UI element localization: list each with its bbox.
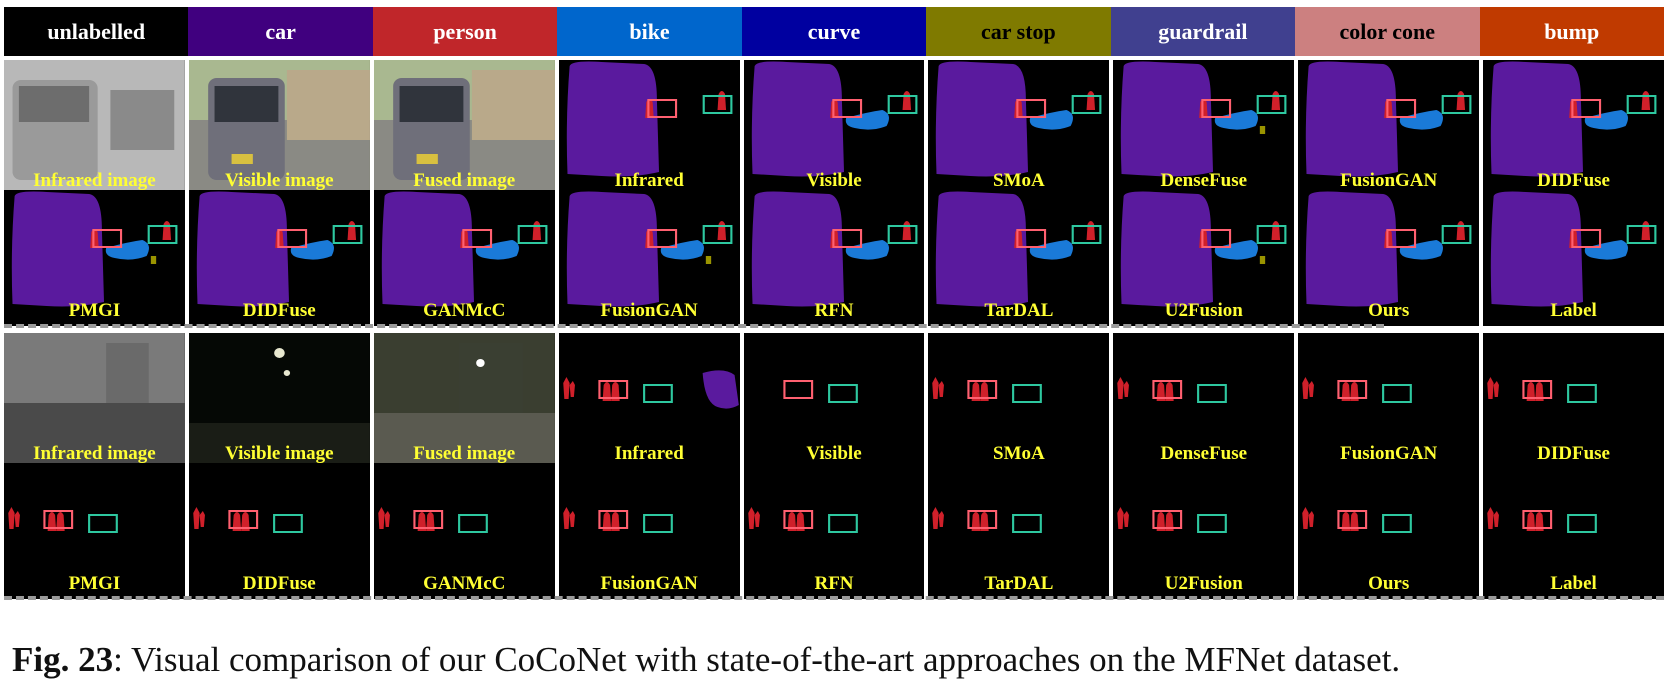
panel-caption: U2Fusion xyxy=(1164,300,1243,321)
panel-ours: Ours xyxy=(1298,190,1480,326)
panel-densefuse: DenseFuse xyxy=(1113,60,1295,196)
figure-caption-text: : Visual comparison of our CoCoNet with … xyxy=(113,640,1401,679)
panel-caption: FusionGAN xyxy=(1340,170,1438,191)
panel-fusiongan: FusionGAN xyxy=(558,190,740,326)
scene1-row2: PMGI DIDFuse GANMcC FusionGAN RFN TarDAL U2Fus… xyxy=(4,190,1665,326)
panel-infrared-image: Infrared image xyxy=(4,60,185,196)
panel-ours: Ours xyxy=(1298,463,1480,599)
panel-caption: Fused image xyxy=(413,443,516,464)
panel-caption: SMoA xyxy=(993,170,1045,191)
scene2-row2: PMGI DIDFuse GANMcC FusionGAN RFN TarDAL U2Fus… xyxy=(4,463,1665,599)
figure-caption: Fig. 23: Visual comparison of our CoCoNe… xyxy=(12,640,1400,680)
panel-fusiongan: FusionGAN xyxy=(1298,333,1480,469)
panel-caption: Infrared image xyxy=(33,170,156,191)
panel-u2fusion: U2Fusion xyxy=(1113,463,1295,599)
panel-caption: TarDAL xyxy=(984,300,1054,321)
panel-visible: Visible xyxy=(743,60,925,196)
panel-fused-image: Fused image xyxy=(373,60,555,196)
panel-visible-image: Visible image xyxy=(188,60,370,196)
panel-caption: Visible xyxy=(806,443,862,464)
panel-caption: PMGI xyxy=(68,573,121,594)
panel-caption: Label xyxy=(1550,573,1597,594)
panel-caption: DIDFuse xyxy=(1537,443,1610,464)
panel-label: Label xyxy=(1483,190,1665,326)
bottom-divider xyxy=(4,596,1664,600)
panel-u2fusion: U2Fusion xyxy=(1113,190,1295,326)
panel-caption: RFN xyxy=(814,573,854,594)
panel-didfuse: DIDFuse xyxy=(188,463,370,599)
legend-curve: curve xyxy=(741,7,927,56)
panel-fused-image: Fused image xyxy=(373,333,555,469)
panel-caption: TarDAL xyxy=(984,573,1054,594)
panel-tardal: TarDAL xyxy=(928,463,1110,599)
panel-visible-image: Visible image xyxy=(188,333,370,469)
panel-caption: DIDFuse xyxy=(242,573,316,594)
panel-smoa: SMoA xyxy=(928,60,1110,196)
legend-person: person xyxy=(372,7,558,56)
panel-visible: Visible xyxy=(743,333,925,469)
panel-fusiongan: FusionGAN xyxy=(1298,60,1480,196)
legend-color-cone: color cone xyxy=(1295,7,1480,56)
figure-label: Fig. 23 xyxy=(12,640,114,679)
panel-smoa: SMoA xyxy=(928,333,1110,469)
panel-caption: SMoA xyxy=(993,443,1045,464)
panel-caption: Fused image xyxy=(413,170,516,191)
panel-infrared: Infrared xyxy=(558,333,740,469)
panel-caption: FusionGAN xyxy=(1340,443,1438,464)
panel-caption: DIDFuse xyxy=(242,300,316,321)
panel-caption: U2Fusion xyxy=(1164,573,1243,594)
panel-caption: GANMcC xyxy=(423,573,506,594)
panel-rfn: RFN xyxy=(743,190,925,326)
panel-caption: PMGI xyxy=(68,300,121,321)
legend-bike: bike xyxy=(557,7,742,56)
scene1-row1: Infrared image Visible image Fused image In… xyxy=(4,60,1665,196)
panel-caption: FusionGAN xyxy=(600,573,698,594)
class-legend: unlabelled car person bike curve car stop guar… xyxy=(4,7,1664,56)
panel-caption: DIDFuse xyxy=(1537,170,1610,191)
panel-tardal: TarDAL xyxy=(928,190,1110,326)
scene-divider xyxy=(4,324,1384,328)
scene2-row1: Infrared image Visible image Fused image In… xyxy=(4,333,1665,469)
panel-caption: Visible image xyxy=(225,170,334,191)
panel-didfuse: DIDFuse xyxy=(1483,333,1665,469)
panel-ganmcc: GANMcC xyxy=(373,190,555,326)
panel-rfn: RFN xyxy=(743,463,925,599)
panel-caption: DenseFuse xyxy=(1160,170,1248,191)
panel-densefuse: DenseFuse xyxy=(1113,333,1295,469)
panel-didfuse: DIDFuse xyxy=(188,190,370,326)
panel-didfuse: DIDFuse xyxy=(1483,60,1665,196)
legend-guardrail: guardrail xyxy=(1110,7,1296,56)
panel-caption: Label xyxy=(1550,300,1597,321)
panel-caption: Visible image xyxy=(225,443,334,464)
legend-unlabelled: unlabelled xyxy=(4,7,189,56)
panel-caption: Visible xyxy=(806,170,862,191)
panel-caption: Infrared xyxy=(614,443,684,464)
legend-bump: bump xyxy=(1479,7,1664,56)
panel-caption: GANMcC xyxy=(423,300,506,321)
panel-fusiongan: FusionGAN xyxy=(558,463,740,599)
panel-caption: Infrared xyxy=(614,170,684,191)
panel-caption: Ours xyxy=(1368,573,1410,594)
panel-caption: Infrared image xyxy=(33,443,156,464)
panel-caption: DenseFuse xyxy=(1160,443,1248,464)
panel-caption: Ours xyxy=(1368,300,1410,321)
panel-pmgi: PMGI xyxy=(4,463,185,599)
panel-ganmcc: GANMcC xyxy=(373,463,555,599)
panel-pmgi: PMGI xyxy=(4,190,185,326)
panel-caption: RFN xyxy=(814,300,854,321)
panel-infrared-image: Infrared image xyxy=(4,333,185,469)
legend-car: car xyxy=(188,7,373,56)
legend-car-stop: car stop xyxy=(926,7,1111,56)
panel-infrared: Infrared xyxy=(558,60,740,196)
panel-label: Label xyxy=(1483,463,1665,599)
panel-caption: FusionGAN xyxy=(600,300,698,321)
